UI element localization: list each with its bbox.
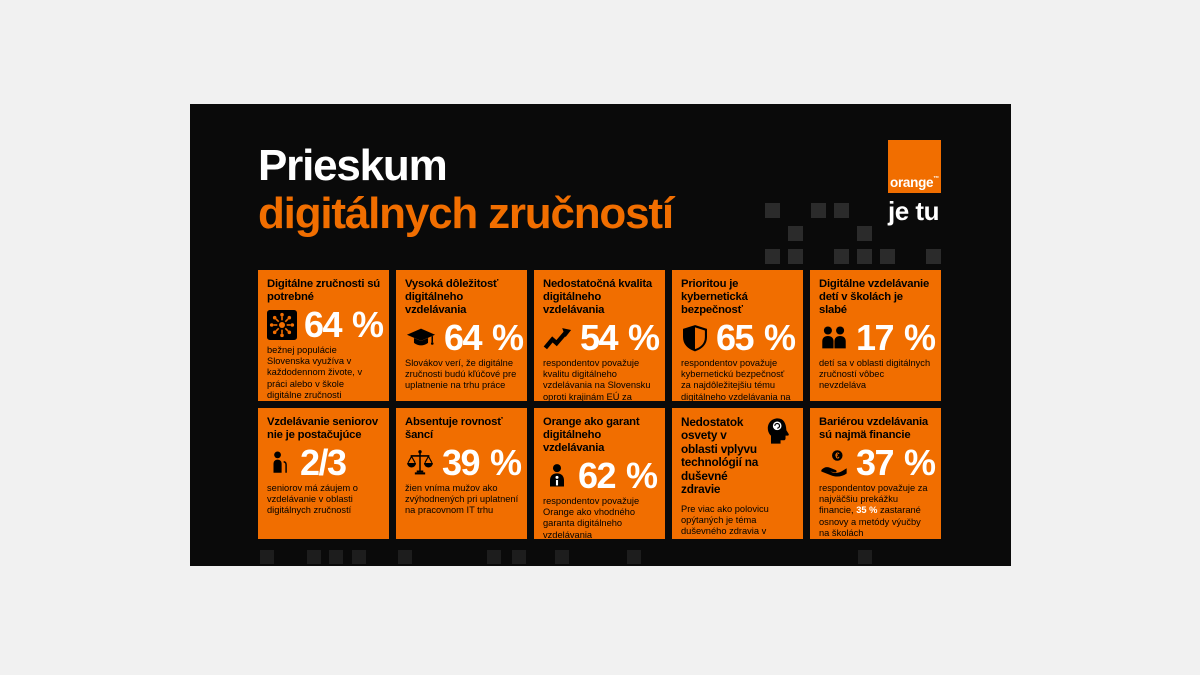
stat-value: 64% (304, 303, 385, 345)
card-title: Bariérou vzdelávania sú najmä financie (819, 416, 929, 441)
pixel-decoration (352, 550, 366, 564)
pixel-decoration (857, 249, 872, 264)
children-icon (822, 326, 846, 348)
card-title: Absentuje rovnosť šancí (405, 416, 503, 441)
highlighted-stat: 35 % (856, 505, 878, 516)
stat-card-children-education: Digitálne vzdelávanie detí v školách je … (810, 270, 941, 401)
stat-card-education-quality: Nedostatočná kvalita digitálneho vzdeláv… (534, 270, 665, 401)
trademark-symbol: ™ (933, 175, 939, 182)
pixel-decoration (329, 550, 343, 564)
card-title: Digitálne zručnosti sú potrebné (267, 278, 380, 303)
pixel-decoration (834, 249, 849, 264)
scales-icon (407, 449, 433, 475)
pixel-decoration (307, 550, 321, 564)
pixel-decoration (627, 550, 641, 564)
pixel-decoration (555, 550, 569, 564)
stat-card-finance-barrier: Bariérou vzdelávania sú najmä financie €… (810, 408, 941, 539)
infographic-canvas: Prieskum digitálnych zručností orange™ j… (190, 104, 1011, 566)
finance-hand-icon: € (821, 450, 847, 477)
stat-value: 37% (856, 441, 937, 483)
stat-value: 17% (856, 316, 937, 358)
brand-tagline: je tu (888, 196, 939, 226)
mental-health-icon (767, 418, 789, 444)
pixel-decoration (880, 249, 895, 264)
pixel-decoration (811, 203, 826, 218)
card-title: Nedostatok osvety v oblasti vplyvu techn… (681, 415, 759, 497)
title-line-1: Prieskum (258, 141, 448, 190)
card-title: Orange ako garant digitálneho vzdelávani… (543, 416, 640, 454)
card-body: respondentov považuje Orange ako vhodnéh… (543, 495, 640, 539)
stat-card-equality: Absentuje rovnosť šancí 39% (396, 408, 527, 539)
stat-card-grid: Digitálne zručnosti sú potrebné (258, 270, 941, 539)
stat-card-education-importance: Vysoká dôležitosť digitálneho vzdelávani… (396, 270, 527, 401)
card-body: Pre viac ako polovicu opýtaných je téma … (681, 503, 795, 539)
svg-text:€: € (835, 451, 840, 460)
stat-value: 2/3 (300, 441, 347, 483)
senior-icon (273, 451, 287, 473)
pixel-decoration (834, 203, 849, 218)
pixel-decoration (398, 550, 412, 564)
pixel-decoration (512, 550, 526, 564)
pixel-decoration (788, 226, 803, 241)
card-body: Slovákov verí, že digitálne zručnosti bu… (405, 357, 517, 391)
pixel-decoration (765, 249, 780, 264)
card-body: žien vníma mužov ako zvýhodnených pri up… (405, 482, 519, 516)
card-body: seniorov má záujem o vzdelávanie v oblas… (267, 482, 358, 516)
person-info-icon (550, 463, 564, 487)
pixel-decoration (926, 249, 941, 264)
stat-card-seniors: Vzdelávanie seniorov nie je postačujúce … (258, 408, 389, 539)
card-body: detí sa v oblasti digitálnych zručností … (819, 357, 931, 391)
card-title: Nedostatočná kvalita digitálneho vzdeláv… (543, 278, 653, 316)
orange-logo-text: orange (890, 174, 934, 190)
graduation-cap-icon (406, 328, 436, 346)
stat-card-digital-skills: Digitálne zručnosti sú potrebné (258, 270, 389, 401)
card-title: Prioritou je kybernetická bezpečnosť (681, 278, 748, 316)
page-title: Prieskum digitálnych zručností (258, 141, 674, 238)
card-title: Vzdelávanie seniorov nie je postačujúce (267, 416, 378, 441)
pixel-decoration (260, 550, 274, 564)
stat-card-cybersecurity: Prioritou je kybernetická bezpečnosť 65%… (672, 270, 803, 401)
card-title: Digitálne vzdelávanie detí v školách je … (819, 278, 930, 316)
card-title: Vysoká dôležitosť digitálneho vzdelávani… (405, 278, 499, 316)
growth-chart-icon (543, 327, 572, 349)
stat-value: 62% (578, 454, 659, 496)
orange-logo: orange™ (888, 140, 941, 193)
card-body: bežnej populácie Slovenska využíva v kaž… (267, 344, 363, 401)
stat-value: 39% (442, 441, 523, 483)
stat-value: 54% (580, 316, 661, 358)
stat-card-mental-health: Nedostatok osvety v oblasti vplyvu techn… (672, 408, 803, 539)
title-line-2: digitálnych zručností (258, 189, 674, 238)
card-body: respondentov považuje za najväčšiu preká… (819, 482, 928, 539)
pixel-decoration (487, 550, 501, 564)
pixel-decoration (857, 226, 872, 241)
shield-icon (683, 324, 707, 351)
pixel-decoration (788, 249, 803, 264)
stat-value: 64% (444, 316, 525, 358)
pixel-decoration (858, 550, 872, 564)
pixel-decoration (765, 203, 780, 218)
digital-network-icon (267, 309, 297, 340)
stat-value: 65% (716, 316, 797, 358)
card-body: respondentov považuje kybernetickú bezpe… (681, 357, 791, 401)
card-body: respondentov považuje kvalitu digitálneh… (543, 357, 651, 401)
stat-card-orange-guarantor: Orange ako garant digitálneho vzdelávani… (534, 408, 665, 539)
